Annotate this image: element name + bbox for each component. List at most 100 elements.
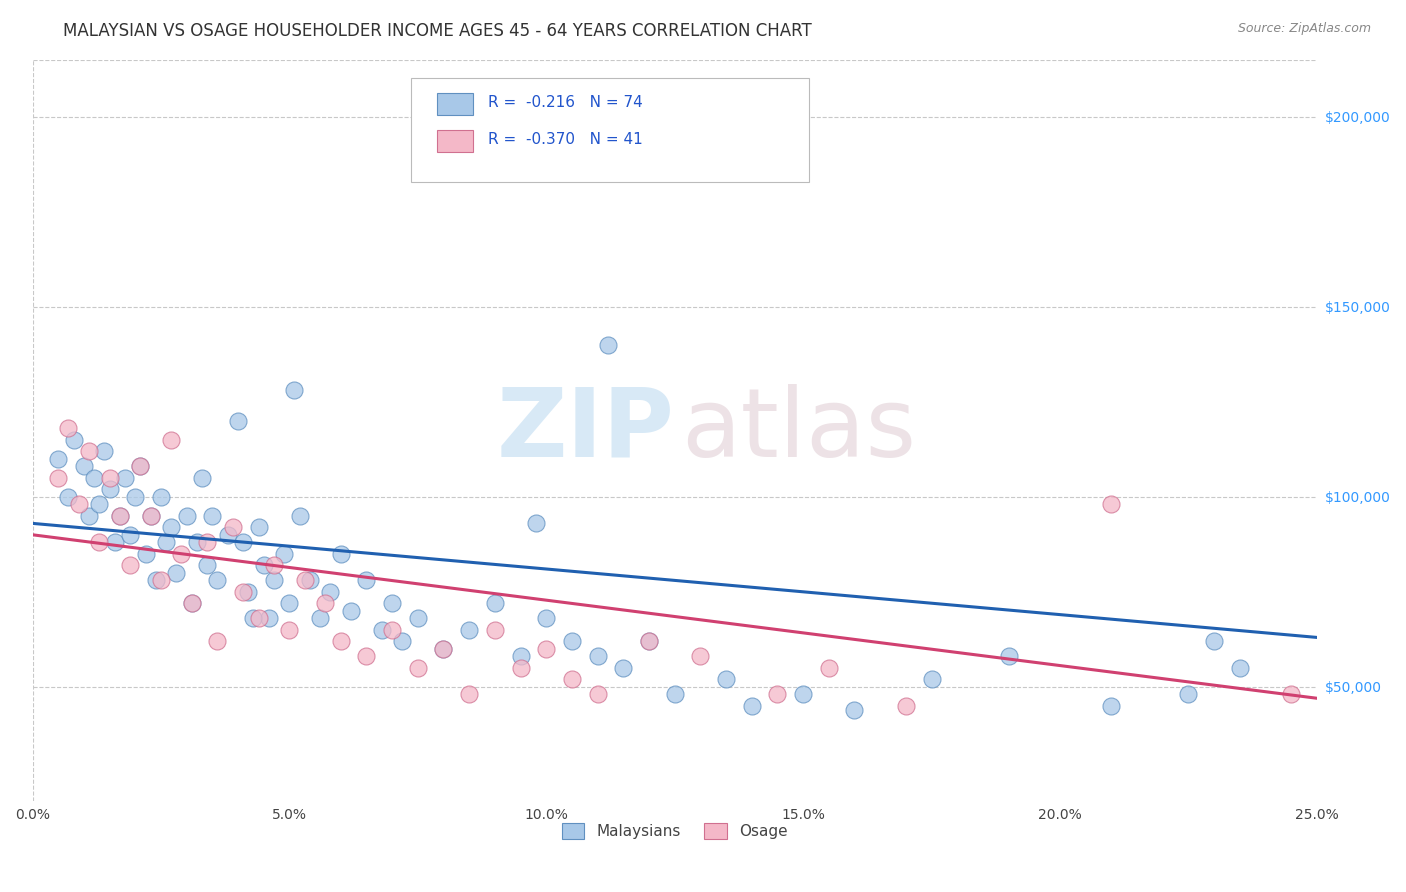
Point bbox=[217, 528, 239, 542]
Text: ZIP: ZIP bbox=[496, 384, 675, 476]
Point bbox=[381, 623, 404, 637]
Text: R =  -0.370   N = 41: R = -0.370 N = 41 bbox=[488, 132, 643, 147]
Text: MALAYSIAN VS OSAGE HOUSEHOLDER INCOME AGES 45 - 64 YEARS CORRELATION CHART: MALAYSIAN VS OSAGE HOUSEHOLDER INCOME AG… bbox=[63, 22, 813, 40]
Point bbox=[766, 688, 789, 702]
Point bbox=[309, 611, 332, 625]
Point bbox=[58, 490, 80, 504]
Point bbox=[356, 574, 378, 588]
Point bbox=[222, 520, 245, 534]
Legend: Malaysians, Osage: Malaysians, Osage bbox=[555, 817, 794, 845]
Point bbox=[894, 698, 917, 713]
Point bbox=[120, 528, 142, 542]
Point bbox=[664, 688, 686, 702]
Point bbox=[319, 584, 342, 599]
Point bbox=[257, 611, 280, 625]
Point bbox=[406, 611, 429, 625]
Point bbox=[134, 547, 156, 561]
Point bbox=[484, 596, 506, 610]
Point bbox=[381, 596, 404, 610]
Point bbox=[108, 508, 131, 523]
Point bbox=[432, 641, 454, 656]
Text: atlas: atlas bbox=[681, 384, 917, 476]
Point bbox=[1177, 688, 1199, 702]
Point bbox=[273, 547, 295, 561]
Point bbox=[145, 574, 167, 588]
Point bbox=[844, 703, 866, 717]
Point bbox=[165, 566, 187, 580]
Point bbox=[89, 497, 111, 511]
FancyBboxPatch shape bbox=[412, 78, 810, 182]
Point bbox=[98, 471, 121, 485]
Point bbox=[226, 414, 249, 428]
Point bbox=[741, 698, 763, 713]
Point bbox=[561, 672, 583, 686]
Point bbox=[253, 558, 276, 573]
Point bbox=[371, 623, 394, 637]
Point bbox=[329, 634, 352, 648]
Point bbox=[195, 558, 218, 573]
Point bbox=[139, 508, 162, 523]
Point bbox=[561, 634, 583, 648]
Point bbox=[484, 623, 506, 637]
Point bbox=[596, 337, 619, 351]
Point bbox=[155, 535, 177, 549]
Point bbox=[458, 688, 481, 702]
Point bbox=[124, 490, 146, 504]
Point bbox=[298, 574, 321, 588]
Point bbox=[232, 584, 254, 599]
Point bbox=[432, 641, 454, 656]
Point bbox=[207, 574, 229, 588]
Point bbox=[46, 471, 69, 485]
Point bbox=[294, 574, 316, 588]
Point bbox=[509, 661, 531, 675]
Point bbox=[638, 634, 661, 648]
Point bbox=[524, 516, 547, 531]
Point bbox=[73, 459, 96, 474]
Point bbox=[62, 433, 84, 447]
Point bbox=[1202, 634, 1225, 648]
Point bbox=[129, 459, 152, 474]
Point bbox=[458, 623, 481, 637]
Point bbox=[129, 459, 152, 474]
Point bbox=[314, 596, 336, 610]
Point bbox=[149, 490, 172, 504]
Point bbox=[191, 471, 214, 485]
Point bbox=[1099, 497, 1122, 511]
Point bbox=[104, 535, 127, 549]
Point bbox=[586, 649, 609, 664]
Point bbox=[160, 520, 183, 534]
Point bbox=[186, 535, 208, 549]
Bar bbox=[437, 130, 472, 153]
Point bbox=[792, 688, 814, 702]
Point bbox=[180, 596, 202, 610]
Point bbox=[67, 497, 90, 511]
Point bbox=[997, 649, 1019, 664]
Point bbox=[139, 508, 162, 523]
Point bbox=[120, 558, 142, 573]
Point bbox=[340, 604, 363, 618]
Point bbox=[1229, 661, 1251, 675]
Point bbox=[714, 672, 737, 686]
Point bbox=[180, 596, 202, 610]
Bar bbox=[437, 93, 472, 115]
Point bbox=[263, 574, 285, 588]
Point bbox=[586, 688, 609, 702]
Point bbox=[1099, 698, 1122, 713]
Point bbox=[278, 596, 301, 610]
Point bbox=[149, 574, 172, 588]
Point bbox=[509, 649, 531, 664]
Point bbox=[232, 535, 254, 549]
Point bbox=[329, 547, 352, 561]
Point bbox=[356, 649, 378, 664]
Text: Source: ZipAtlas.com: Source: ZipAtlas.com bbox=[1237, 22, 1371, 36]
Point bbox=[278, 623, 301, 637]
Point bbox=[195, 535, 218, 549]
Point bbox=[89, 535, 111, 549]
Point bbox=[921, 672, 943, 686]
Point bbox=[391, 634, 413, 648]
Point bbox=[247, 611, 270, 625]
Point bbox=[98, 482, 121, 496]
Point bbox=[406, 661, 429, 675]
Point bbox=[77, 508, 100, 523]
Point bbox=[93, 444, 115, 458]
